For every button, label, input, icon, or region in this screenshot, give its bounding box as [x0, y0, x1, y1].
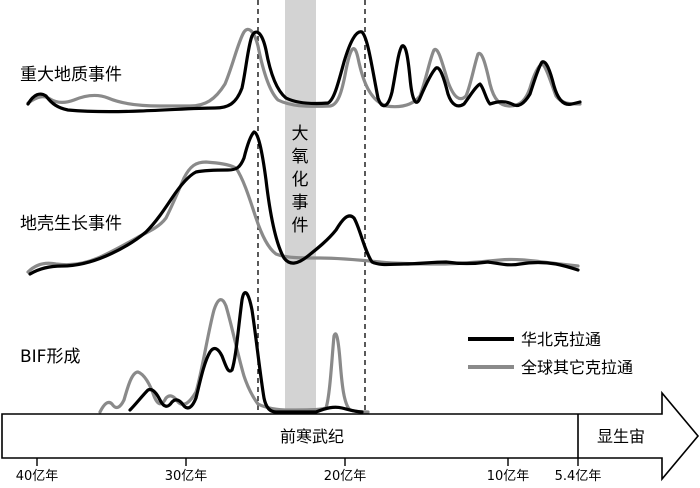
- goe-label-char: 大: [292, 124, 309, 144]
- legend-label-north-china: 华北克拉通: [521, 330, 601, 349]
- curve-major-events-north-china: [26, 30, 582, 114]
- eon-label-phanerozoic: 显生宙: [597, 427, 645, 446]
- goe-label-char: 件: [292, 216, 309, 236]
- row-label-bif: BIF形成: [20, 347, 80, 367]
- goe-label-char: 氧: [292, 147, 309, 167]
- tick-label: 20亿年: [324, 469, 367, 484]
- curve-bif-global: [98, 298, 370, 414]
- eon-label-precambrian: 前寒武纪: [280, 427, 344, 446]
- row-label-major-events: 重大地质事件: [20, 65, 122, 85]
- timeline-arrow: [1, 390, 700, 482]
- tick-label: 30亿年: [165, 469, 208, 484]
- row-label-crust-growth: 地壳生长事件: [20, 214, 122, 234]
- tick-label: 5.4亿年: [555, 469, 602, 484]
- goe-label-char: 事: [292, 193, 309, 213]
- curve-bif-north-china: [128, 291, 364, 414]
- curve-major-events-global: [26, 27, 582, 109]
- tick-label: 40亿年: [16, 469, 59, 484]
- tick-label: 10亿年: [487, 469, 530, 484]
- curve-crust-growth-north-china: [28, 130, 580, 276]
- goe-label-char: 化: [292, 170, 309, 190]
- goe-band: [285, 0, 316, 458]
- legend-label-global: 全球其它克拉通: [521, 358, 633, 377]
